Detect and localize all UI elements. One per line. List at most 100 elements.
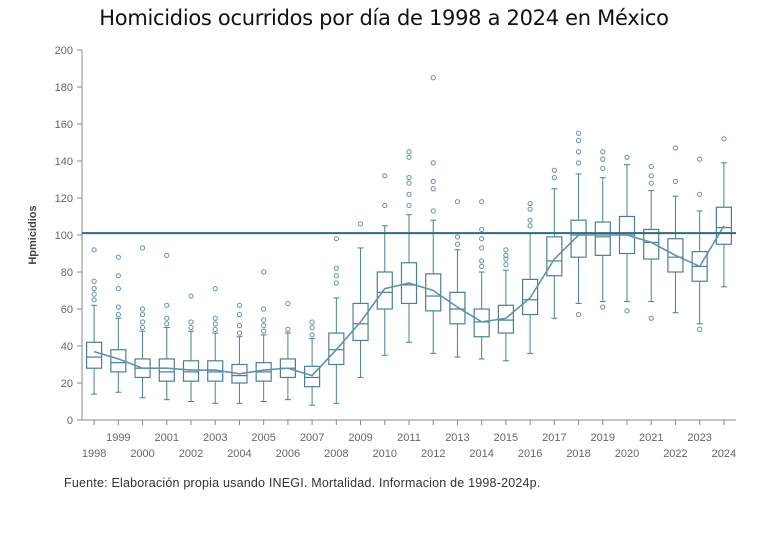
x-tick-label: 2022	[663, 448, 687, 460]
outlier-point	[406, 175, 412, 181]
x-tick-label: 1999	[106, 432, 130, 444]
outlier-point	[454, 234, 461, 240]
outlier-point	[212, 315, 218, 321]
y-tick-label: 80	[61, 267, 73, 279]
x-tick-label: 2014	[469, 448, 493, 460]
outlier-point	[697, 326, 703, 332]
outlier-point	[430, 208, 436, 214]
box-iqr	[86, 341, 103, 369]
outlier-point	[212, 326, 218, 332]
outlier-point	[454, 199, 461, 205]
outlier-point	[503, 256, 509, 262]
outlier-point	[527, 206, 533, 212]
y-tick-label: 20	[61, 378, 73, 390]
outlier-point	[600, 156, 606, 162]
outlier-point	[479, 263, 485, 270]
outlier-point	[91, 286, 97, 292]
outlier-point	[139, 245, 146, 251]
outlier-point	[91, 247, 97, 253]
outlier-point	[261, 328, 267, 334]
x-tick-label: 1998	[82, 448, 106, 460]
x-tick-label: 2005	[251, 432, 275, 444]
outlier-point	[309, 332, 315, 338]
box-iqr	[594, 221, 611, 256]
outlier-point	[503, 247, 509, 253]
outlier-point	[406, 154, 412, 160]
outlier-point	[575, 138, 582, 144]
outlier-point	[115, 311, 121, 318]
x-tick-label: 2021	[639, 432, 663, 444]
box-iqr	[643, 228, 660, 260]
x-tick-label: 2012	[421, 448, 445, 460]
outlier-point	[236, 302, 243, 308]
outlier-point	[430, 178, 436, 184]
outlier-point	[139, 319, 146, 325]
x-tick-label: 2007	[300, 432, 324, 444]
outlier-point	[600, 149, 606, 155]
outlier-point	[648, 163, 654, 170]
outlier-point	[164, 315, 170, 321]
box-iqr	[376, 271, 393, 310]
outlier-point	[115, 273, 121, 279]
outlier-point	[212, 321, 218, 327]
outlier-point	[164, 252, 170, 258]
x-tick-label: 2024	[712, 448, 736, 460]
outlier-point	[285, 326, 291, 332]
y-tick-label: 40	[61, 341, 73, 353]
outlier-point	[721, 136, 727, 142]
outlier-point	[115, 254, 121, 260]
outlier-point	[236, 311, 243, 318]
box-iqr	[449, 291, 466, 325]
outlier-point	[430, 75, 436, 81]
outlier-point	[382, 173, 388, 179]
outlier-point	[624, 154, 630, 160]
outlier-point	[91, 297, 97, 303]
outlier-point	[261, 269, 267, 275]
outlier-point	[697, 156, 703, 162]
outlier-point	[285, 300, 291, 307]
outlier-point	[479, 199, 485, 205]
x-tick-label: 2002	[179, 448, 203, 460]
outlier-point	[503, 262, 509, 268]
outlier-point	[188, 293, 194, 299]
outlier-point	[527, 200, 533, 207]
y-tick-label: 60	[61, 304, 73, 316]
outlier-point	[333, 273, 339, 279]
outlier-point	[430, 160, 436, 166]
box-iqr	[546, 236, 563, 277]
x-tick-label: 2008	[324, 448, 348, 460]
outlier-point	[648, 315, 654, 321]
outlier-point	[575, 130, 582, 136]
chart-source-note: Fuente: Elaboración propia usando INEGI.…	[64, 476, 541, 490]
outlier-point	[261, 323, 267, 329]
outlier-point	[527, 217, 533, 223]
outlier-point	[600, 304, 606, 310]
outlier-point	[139, 311, 146, 318]
outlier-point	[406, 180, 412, 186]
outlier-point	[357, 221, 364, 227]
outlier-point	[503, 252, 509, 258]
outlier-point	[164, 302, 170, 308]
outlier-point	[648, 180, 654, 186]
outlier-point	[333, 236, 339, 242]
y-tick-label: 180	[55, 82, 73, 94]
outlier-point	[309, 324, 315, 331]
outlier-point	[309, 319, 315, 325]
outlier-point	[164, 321, 170, 327]
x-tick-label: 2023	[687, 432, 711, 444]
x-tick-label: 2001	[155, 432, 179, 444]
mean-line	[93, 225, 725, 377]
outlier-point	[212, 286, 218, 292]
y-tick-label: 200	[55, 45, 73, 57]
x-tick-label: 2010	[373, 448, 397, 460]
outlier-point	[527, 223, 533, 229]
outlier-point	[551, 167, 557, 173]
outlier-point	[575, 160, 582, 166]
y-tick-label: 160	[55, 119, 73, 131]
outlier-point	[139, 324, 146, 331]
x-tick-label: 2016	[518, 448, 542, 460]
outlier-point	[575, 149, 582, 155]
outlier-point	[697, 191, 703, 197]
outlier-point	[406, 202, 412, 208]
x-tick-label: 2006	[276, 448, 300, 460]
